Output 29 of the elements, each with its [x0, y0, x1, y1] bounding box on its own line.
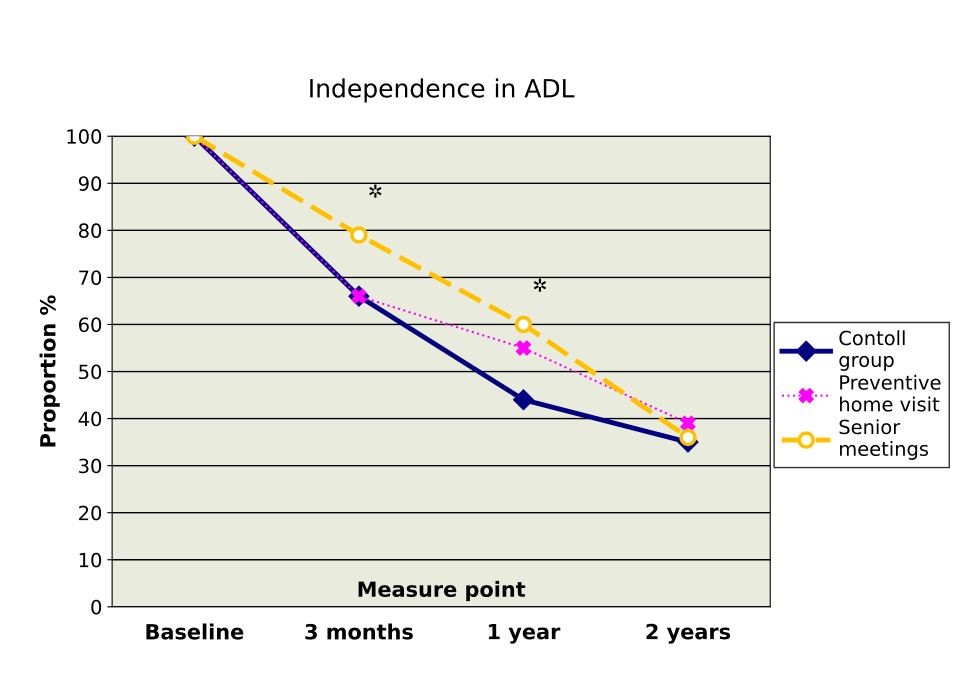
y-tick-label: 20 — [79, 506, 102, 520]
y-tick-label: 100 — [67, 129, 102, 144]
annotation: ✲ — [534, 278, 546, 292]
chart-title: Independence in ADL — [310, 78, 574, 103]
y-tick-label: 10 — [80, 552, 102, 568]
x-tick-label: Baseline — [146, 623, 244, 640]
point — [680, 416, 696, 431]
x-tick-label: 3 months — [305, 623, 413, 640]
x-tick-label: 2 years — [646, 624, 730, 644]
annotation: ✲ — [369, 184, 382, 198]
x-axis-title: Measure point — [358, 580, 526, 602]
y-tick-label: 70 — [79, 270, 102, 286]
y-tick-label: 90 — [78, 176, 102, 191]
y-tick-label: 0 — [91, 600, 102, 614]
y-tick-label: 50 — [79, 364, 102, 380]
point — [350, 226, 368, 244]
y-axis-title: Proportion % — [40, 295, 60, 446]
x-tick-label: 1 year — [488, 624, 560, 644]
point — [516, 340, 532, 356]
legend-label: Senior meetings — [840, 419, 928, 460]
y-tick-label: 60 — [79, 317, 102, 332]
y-tick-label: 30 — [79, 458, 102, 474]
point — [679, 428, 697, 446]
y-tick-label: 80 — [78, 223, 102, 238]
point — [514, 316, 532, 334]
point — [512, 389, 534, 410]
legend-label: Preventive home visit — [840, 374, 940, 412]
y-tick-label: 40 — [78, 412, 102, 426]
legend-label: Contoll group — [839, 330, 905, 371]
